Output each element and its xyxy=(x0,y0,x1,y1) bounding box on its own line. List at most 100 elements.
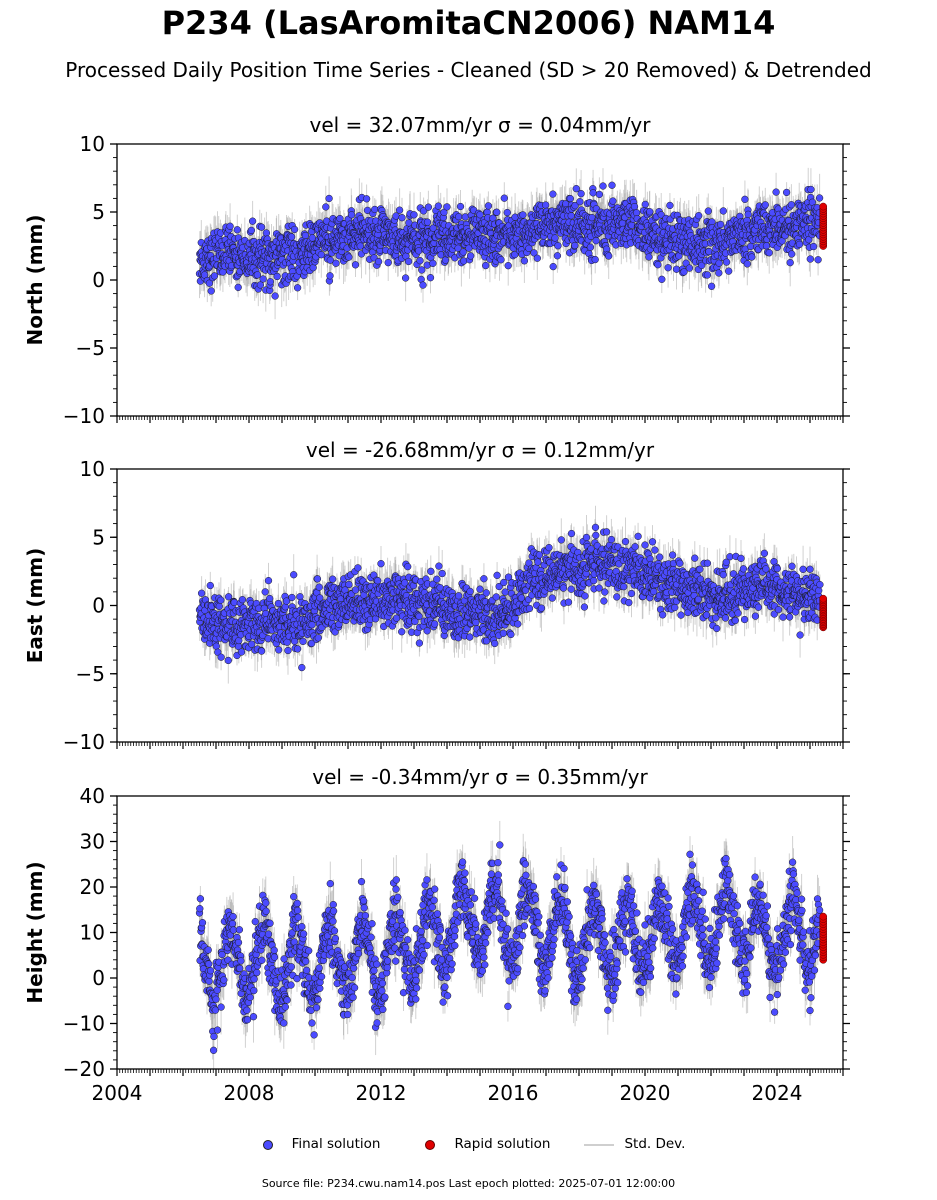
final-point xyxy=(666,201,674,210)
final-point xyxy=(553,252,562,260)
final-point xyxy=(234,283,242,292)
final-point xyxy=(503,208,511,217)
final-point xyxy=(589,189,597,197)
final-point xyxy=(554,242,562,250)
final-point xyxy=(326,272,334,280)
final-point xyxy=(748,253,756,261)
final-point xyxy=(301,231,310,240)
final-point xyxy=(743,260,751,268)
final-point xyxy=(567,212,575,220)
final-point xyxy=(571,202,579,210)
final-point xyxy=(351,261,360,269)
final-point xyxy=(455,213,463,221)
final-point xyxy=(695,212,703,220)
final-point xyxy=(576,198,584,206)
final-point xyxy=(326,256,334,264)
final-point xyxy=(253,271,262,279)
final-point xyxy=(549,190,557,198)
final-point xyxy=(443,203,451,211)
final-point xyxy=(371,205,379,214)
final-point xyxy=(809,242,818,251)
final-point xyxy=(273,272,281,281)
final-point xyxy=(467,252,475,260)
final-point xyxy=(741,195,749,203)
final-point xyxy=(511,250,519,259)
y-tick-label: −10 xyxy=(63,404,105,428)
final-point xyxy=(542,201,550,209)
final-point xyxy=(519,211,527,219)
final-point xyxy=(788,250,796,258)
final-point xyxy=(205,279,214,287)
final-point xyxy=(362,195,371,203)
final-point xyxy=(814,256,822,264)
final-point xyxy=(525,244,533,253)
final-point xyxy=(716,220,725,229)
final-point xyxy=(226,222,234,230)
final-point xyxy=(586,243,595,251)
final-point xyxy=(807,185,815,194)
final-point xyxy=(533,254,541,262)
final-point xyxy=(441,256,450,264)
final-point xyxy=(426,274,435,282)
final-point xyxy=(772,188,780,196)
final-point xyxy=(259,275,267,283)
final-point xyxy=(247,226,256,235)
final-point xyxy=(815,194,824,202)
final-point xyxy=(398,214,406,222)
final-point xyxy=(266,278,274,286)
final-point xyxy=(207,287,215,295)
final-point xyxy=(520,257,529,265)
final-point xyxy=(680,268,688,276)
final-point xyxy=(415,247,423,255)
final-point xyxy=(404,257,413,266)
final-point xyxy=(345,253,353,261)
final-point xyxy=(504,262,512,270)
final-point xyxy=(762,242,771,250)
final-point xyxy=(605,252,613,260)
final-point xyxy=(233,226,241,234)
axes-frame xyxy=(116,143,844,417)
final-point xyxy=(290,225,299,234)
plot-area xyxy=(195,167,828,320)
final-point xyxy=(416,257,424,265)
final-point xyxy=(530,249,538,257)
final-point xyxy=(786,258,794,267)
final-point xyxy=(685,264,694,272)
final-point xyxy=(608,181,616,189)
final-point xyxy=(482,261,490,270)
final-point xyxy=(725,267,733,275)
panel-1: −10 −5 0 5 10 vel = 32.07mm/yr σ = 0.04mm/yr N… xyxy=(23,113,850,428)
final-point xyxy=(476,211,484,219)
final-point xyxy=(630,202,639,211)
final-point xyxy=(456,202,465,211)
final-point xyxy=(782,188,791,197)
final-point xyxy=(336,214,344,223)
final-point xyxy=(704,207,712,215)
final-point xyxy=(664,264,672,272)
final-point xyxy=(423,218,432,226)
final-point xyxy=(641,200,649,209)
final-point xyxy=(256,281,265,289)
final-point xyxy=(591,255,599,264)
final-point xyxy=(308,234,316,242)
final-point xyxy=(805,236,813,244)
final-point xyxy=(257,223,266,231)
plot-area xyxy=(195,505,828,684)
final-point xyxy=(459,248,467,256)
final-point xyxy=(287,233,296,241)
final-point xyxy=(577,190,585,198)
figure-subtitle: Processed Daily Position Time Series - C… xyxy=(65,58,872,82)
final-point xyxy=(719,207,727,215)
final-point xyxy=(497,256,505,264)
final-point xyxy=(787,201,796,209)
final-point xyxy=(654,261,662,269)
final-point xyxy=(395,206,404,214)
final-point xyxy=(322,203,330,211)
final-point xyxy=(493,208,501,216)
final-point xyxy=(293,284,302,292)
final-point xyxy=(410,211,418,219)
final-point xyxy=(592,237,600,245)
final-point xyxy=(549,262,557,271)
final-point xyxy=(599,182,607,190)
